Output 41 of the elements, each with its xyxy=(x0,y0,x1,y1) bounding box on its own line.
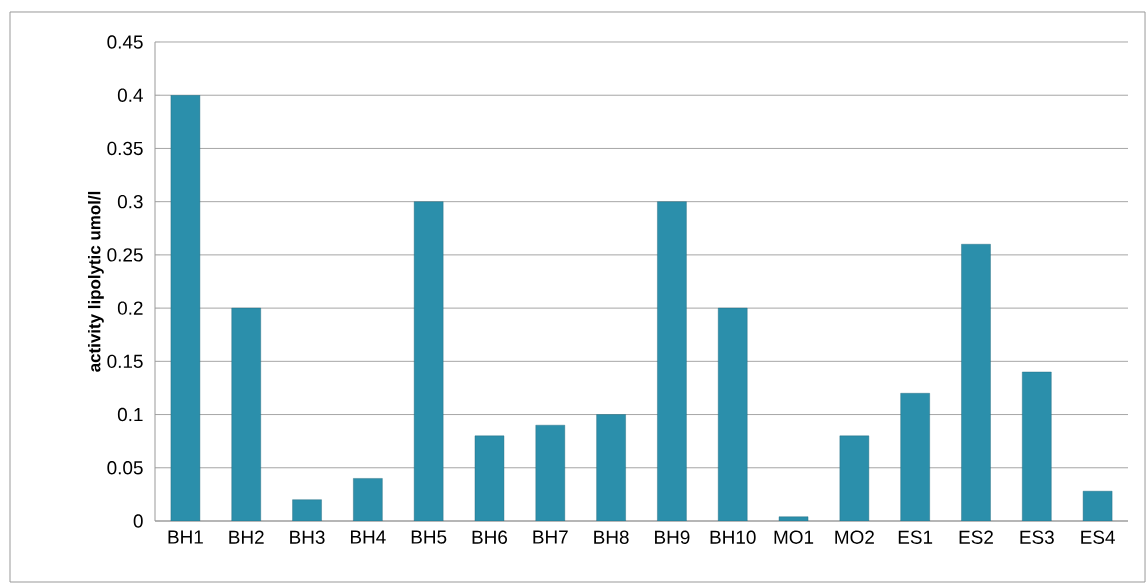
x-tick-label: ES4 xyxy=(1081,530,1115,544)
y-tick-label: 0.3 xyxy=(117,194,143,209)
x-tick-label: BH9 xyxy=(655,530,690,544)
x-tick-label: MO1 xyxy=(774,530,814,544)
bar xyxy=(535,425,565,521)
bar xyxy=(353,478,383,521)
y-tick-label: 0.05 xyxy=(107,461,143,475)
bar xyxy=(961,244,991,521)
x-tick-label: BH7 xyxy=(533,530,568,544)
bar xyxy=(231,307,261,521)
x-tick-label: BH4 xyxy=(350,530,386,544)
x-tick-label: BH2 xyxy=(229,530,264,544)
x-tick-label: ES2 xyxy=(959,530,993,544)
y-tick-label: 0.35 xyxy=(107,141,143,156)
y-tick-label: 0.25 xyxy=(107,248,143,262)
x-tick-label: BH8 xyxy=(594,530,629,544)
y-axis-title: activity lipolytic umol/l xyxy=(88,191,104,372)
bar xyxy=(657,201,687,521)
y-tick-label: 0 xyxy=(133,514,143,528)
x-tick-label: ES1 xyxy=(898,530,933,544)
y-tick-label: 0.15 xyxy=(107,354,143,369)
bar xyxy=(474,435,505,521)
x-tick-label: MO2 xyxy=(835,530,874,544)
bar xyxy=(718,307,748,521)
x-tick-label: BH5 xyxy=(411,530,447,544)
x-tick-label: BH1 xyxy=(168,530,203,544)
bar xyxy=(900,393,930,521)
y-tick-label: 0.2 xyxy=(117,301,143,315)
y-tick-label: 0.1 xyxy=(117,407,143,422)
y-tick-label: 0.4 xyxy=(117,88,143,102)
y-tick-label: 0.45 xyxy=(107,35,143,49)
bar xyxy=(413,201,444,521)
bar xyxy=(292,499,322,521)
x-tick-label: BH6 xyxy=(472,530,508,544)
bar xyxy=(1022,371,1052,521)
x-tick-label: BH10 xyxy=(710,530,756,544)
bar xyxy=(839,435,870,521)
bar xyxy=(596,414,626,521)
bar xyxy=(170,95,201,521)
x-tick-label: ES3 xyxy=(1020,530,1054,544)
x-tick-label: BH3 xyxy=(290,530,325,544)
